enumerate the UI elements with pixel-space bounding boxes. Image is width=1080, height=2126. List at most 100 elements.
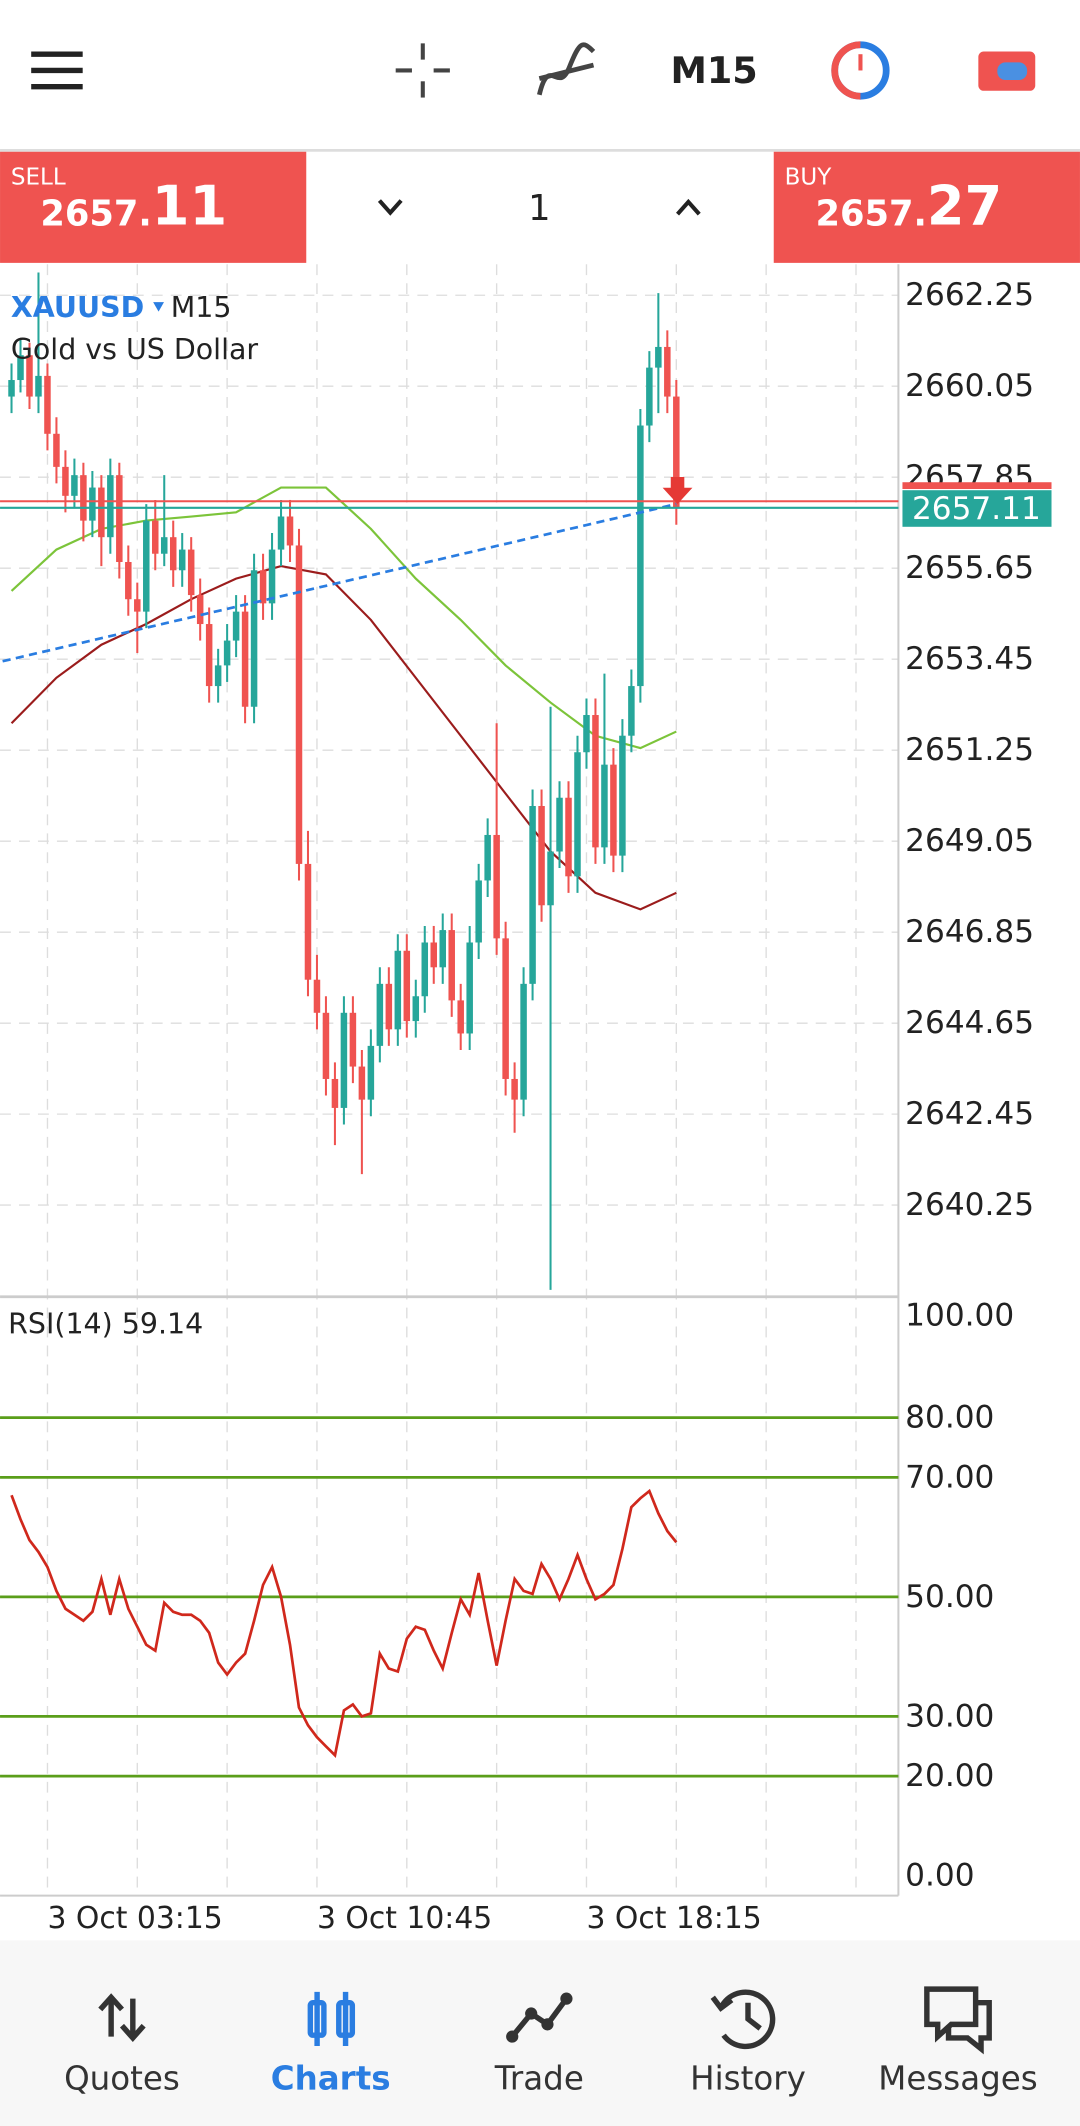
- icon: [945, 1999, 992, 2055]
- candle-body: [574, 752, 581, 877]
- y-tick-label: 30.00: [905, 1698, 994, 1734]
- y-tick-label: 2644.65: [905, 1005, 1034, 1041]
- trendline: [2, 502, 677, 663]
- nav-label: Messages: [878, 2060, 1037, 2098]
- candle-body: [313, 979, 321, 1013]
- candle-body: [169, 537, 177, 571]
- candle-body: [493, 834, 500, 939]
- candle-body: [205, 624, 213, 687]
- icon: [719, 1989, 776, 2050]
- candle-body: [80, 475, 87, 521]
- indicators-button[interactable]: [537, 42, 596, 96]
- candle-body: [583, 715, 590, 753]
- volume-up[interactable]: [676, 198, 701, 216]
- icon: [525, 2007, 538, 2020]
- icon: [98, 1993, 146, 2043]
- candle-body: [26, 355, 33, 397]
- nav-item[interactable]: Trade: [494, 1992, 584, 2098]
- trade-marker: [662, 476, 693, 505]
- candle-body: [664, 346, 671, 397]
- y-tick-label: 2640.25: [905, 1187, 1034, 1223]
- candle-body: [655, 346, 662, 368]
- candle-body: [601, 764, 608, 848]
- buy-price: 2657.: [815, 194, 926, 235]
- candle-body: [286, 516, 294, 546]
- rsi-line: [10, 1488, 678, 1758]
- toolbar: [0, 0, 1080, 150]
- candle-body: [107, 475, 114, 538]
- y-tick-label: 2649.05: [905, 823, 1034, 859]
- icon: [924, 1986, 979, 2043]
- candle-body: [116, 475, 123, 562]
- candle-body: [556, 797, 563, 852]
- candle-body: [241, 611, 249, 707]
- buy-button[interactable]: BUY 2657. 27: [773, 151, 1080, 263]
- candle-body: [71, 475, 78, 496]
- nav-item[interactable]: Quotes: [64, 1993, 180, 2098]
- buy-label: BUY: [785, 165, 833, 191]
- candle-body: [232, 611, 240, 641]
- candle-body: [223, 640, 231, 666]
- y-tick-label: 2660.05: [905, 368, 1034, 404]
- candle-body: [484, 834, 491, 881]
- y-tick-label: 50.00: [905, 1579, 994, 1615]
- candle-body: [178, 549, 186, 571]
- candle-body: [421, 942, 429, 997]
- trading-signals-button[interactable]: [831, 41, 890, 100]
- candle-body: [295, 545, 303, 864]
- y-tick-label: 2657.85: [905, 459, 1034, 495]
- volume-down[interactable]: [377, 199, 403, 216]
- candle-body: [89, 487, 96, 521]
- symbol-dropdown[interactable]: [153, 302, 164, 312]
- candle-body: [439, 930, 446, 968]
- candle-body: [17, 355, 24, 381]
- candle-body: [538, 806, 545, 906]
- y-tick-label: 80.00: [905, 1400, 994, 1436]
- sell-button[interactable]: SELL 2657. 11: [0, 151, 307, 263]
- candle-body: [322, 1012, 330, 1079]
- candle-body: [673, 396, 680, 509]
- one-click-button[interactable]: [978, 51, 1036, 91]
- x-tick-label: 3 Oct 18:15: [586, 1901, 761, 1936]
- candle-body: [403, 950, 411, 1022]
- crosshair-button[interactable]: [395, 43, 450, 98]
- candle-body: [628, 686, 635, 736]
- candle-body: [331, 1078, 339, 1108]
- candle-body: [448, 930, 455, 1001]
- volume[interactable]: 1: [528, 188, 550, 229]
- y-tick-label: 2655.65: [905, 550, 1034, 586]
- nav-item[interactable]: History: [690, 1989, 806, 2098]
- candle-body: [592, 715, 599, 848]
- candle-body: [340, 1012, 348, 1108]
- icon: [710, 1995, 762, 2031]
- symbol-description: Gold vs US Dollar: [11, 333, 259, 366]
- candle-body: [637, 425, 644, 687]
- chart-timeframe: M15: [171, 291, 232, 324]
- candle-body: [610, 764, 617, 856]
- candle-body: [520, 983, 527, 1100]
- menu-button[interactable]: [31, 51, 83, 90]
- x-tick-label: 3 Oct 10:45: [317, 1901, 492, 1936]
- candle-body: [35, 375, 42, 397]
- candle-body: [277, 516, 285, 550]
- candle-body: [430, 942, 438, 968]
- ask-marker: [902, 482, 1052, 490]
- nav-icons: Quotes Charts Trade History Messages: [64, 1986, 1038, 2098]
- candle-body: [376, 983, 384, 1046]
- candle-body: [619, 735, 626, 856]
- candle-body: [196, 595, 204, 625]
- nav-item[interactable]: Messages: [878, 1986, 1038, 2098]
- bottom-nav: [0, 1940, 1080, 2126]
- chart-plot: 2662.25 2660.05 2657.85 2655.65 2653.45 2651.…: [0, 264, 1052, 1936]
- bid-label-box: [902, 490, 1052, 527]
- sell-price: 2657.: [40, 194, 151, 235]
- nav-label: History: [690, 2060, 806, 2098]
- y-tick-label: 70.00: [905, 1459, 994, 1495]
- symbol[interactable]: XAUUSD: [11, 291, 144, 324]
- nav-item[interactable]: Charts: [271, 1991, 391, 2098]
- candle-body: [304, 863, 312, 980]
- y-tick-label: 0.00: [905, 1857, 974, 1893]
- timeframe-button[interactable]: M15: [670, 49, 757, 92]
